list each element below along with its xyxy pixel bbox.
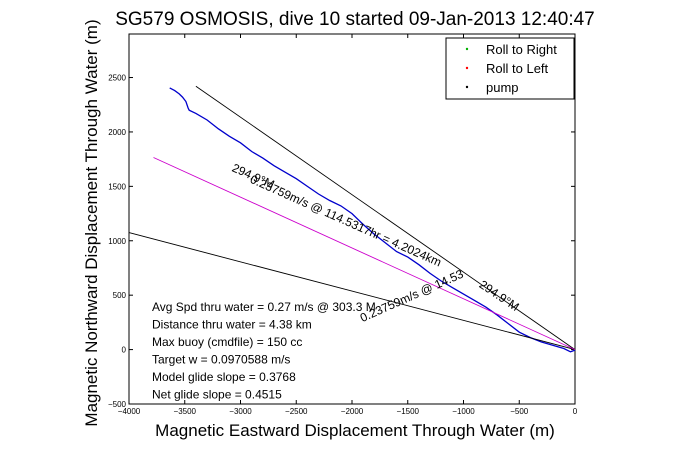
x-tick-label: −3000 [229, 407, 252, 416]
heading-line-1 [195, 85, 576, 350]
x-axis-label: Magnetic Eastward Displacement Through W… [155, 421, 555, 440]
legend-marker [465, 47, 469, 51]
annotation-label: 0.23759m/s @ 114.5317hr = 4.2024km [248, 172, 443, 269]
x-tick-label: −2500 [285, 407, 308, 416]
y-axis-label: Magnetic Northward Displacement Through … [82, 19, 101, 426]
y-tick-label: 1000 [108, 237, 126, 246]
legend: Roll to Right Roll to Left pump [445, 37, 575, 100]
legend-marker [465, 66, 469, 70]
stats-line: Net glide slope = 0.4515 [152, 388, 282, 402]
chart-title: SG579 OSMOSIS, dive 10 started 09-Jan-20… [115, 9, 595, 30]
legend-marker [465, 85, 469, 89]
x-tick-label: −3500 [174, 407, 197, 416]
stats-block: Avg Spd thru water = 0.27 m/s @ 303.3 M D… [152, 300, 376, 402]
legend-entry: Roll to Right [486, 42, 557, 57]
y-tick-label: 2500 [108, 74, 126, 83]
stats-line: Target w = 0.0970588 m/s [152, 353, 290, 367]
x-tick-label: 0 [573, 407, 578, 416]
y-tick-label: 2000 [108, 128, 126, 137]
track-line [169, 87, 576, 353]
heading-line-3 [153, 157, 576, 351]
x-tick-label: −1000 [452, 407, 475, 416]
stats-line: Distance thru water = 4.38 km [152, 318, 312, 332]
stats-line: Model glide slope = 0.3768 [152, 370, 296, 384]
heading-line-2 [128, 232, 576, 351]
x-tick-label: −4000 [118, 407, 141, 416]
legend-entry: pump [486, 80, 519, 95]
x-tick-label: −500 [510, 407, 529, 416]
legend-entry: Roll to Left [486, 61, 549, 76]
y-tick-label: 1500 [108, 182, 126, 191]
y-tick-label: 500 [113, 291, 127, 300]
y-tick-label: −500 [108, 400, 127, 409]
stats-line: Max buoy (cmdfile) = 150 cc [152, 335, 302, 349]
y-tick-label: 0 [122, 346, 127, 355]
stats-line: Avg Spd thru water = 0.27 m/s @ 303.3 M [152, 300, 376, 314]
annotation-label: 294.9°M [477, 277, 522, 314]
x-tick-label: −1500 [397, 407, 420, 416]
x-tick-label: −2000 [341, 407, 364, 416]
